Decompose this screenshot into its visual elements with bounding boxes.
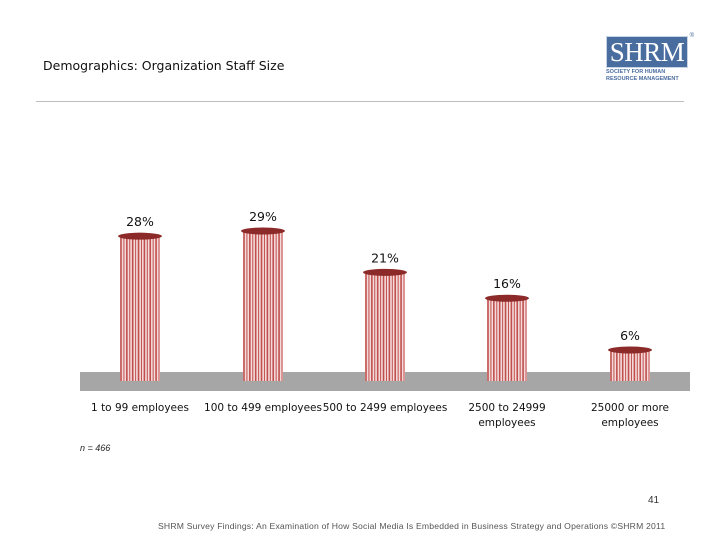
bar-cap-1	[118, 232, 162, 240]
bar-2	[243, 231, 283, 381]
bar-stripes-2	[243, 231, 283, 381]
category-label-2: 100 to 499 employees	[204, 402, 322, 414]
category-label-5-line1: 25000 or more	[591, 402, 669, 414]
data-label-5: 6%	[620, 328, 640, 343]
logo-box	[606, 36, 688, 68]
chart-floor	[80, 372, 690, 391]
shrm-logo: SHRM ® SOCIETY FOR HUMAN RESOURCE MANAGE…	[606, 33, 694, 86]
bar-stripes-1	[120, 236, 160, 381]
page-number: 41	[648, 495, 660, 506]
category-label-4-line1: 2500 to 24999	[468, 402, 545, 414]
bar-cap-2	[241, 227, 285, 235]
category-label-3: 500 to 2499 employees	[323, 402, 448, 414]
logo-wordmark: SHRM	[609, 37, 685, 67]
bar-3	[365, 272, 405, 381]
bar-stripes-4	[487, 298, 527, 381]
title-divider	[36, 101, 684, 102]
data-label-4: 16%	[493, 276, 521, 291]
bar-stripes-5	[610, 349, 650, 381]
bar-cap-5	[608, 346, 652, 354]
bar-1	[120, 236, 160, 381]
sample-size-note: n = 466	[80, 443, 111, 453]
data-label-3: 21%	[371, 250, 399, 265]
logo-tagline-line1: SOCIETY FOR HUMAN	[606, 69, 666, 75]
category-label-5-line2: employees	[601, 417, 658, 429]
bar-stripes-3	[365, 272, 405, 381]
data-label-2: 29%	[249, 209, 277, 224]
bar-4	[487, 298, 527, 381]
logo-registered-mark: ®	[689, 33, 694, 39]
bar-5	[610, 349, 650, 381]
bar-cap-3	[363, 268, 407, 276]
category-label-1: 1 to 99 employees	[91, 402, 189, 414]
logo-tagline-line2: RESOURCE MANAGEMENT	[606, 76, 679, 82]
logo-tagline: SOCIETY FOR HUMAN RESOURCE MANAGEMENT	[606, 69, 688, 83]
data-label-1: 28%	[126, 214, 154, 229]
slide-title: Demographics: Organization Staff Size	[43, 58, 285, 73]
footer-citation: SHRM Survey Findings: An Examination of …	[158, 521, 666, 531]
bar-cap-4	[485, 294, 529, 302]
category-label-4-line2: employees	[478, 417, 535, 429]
